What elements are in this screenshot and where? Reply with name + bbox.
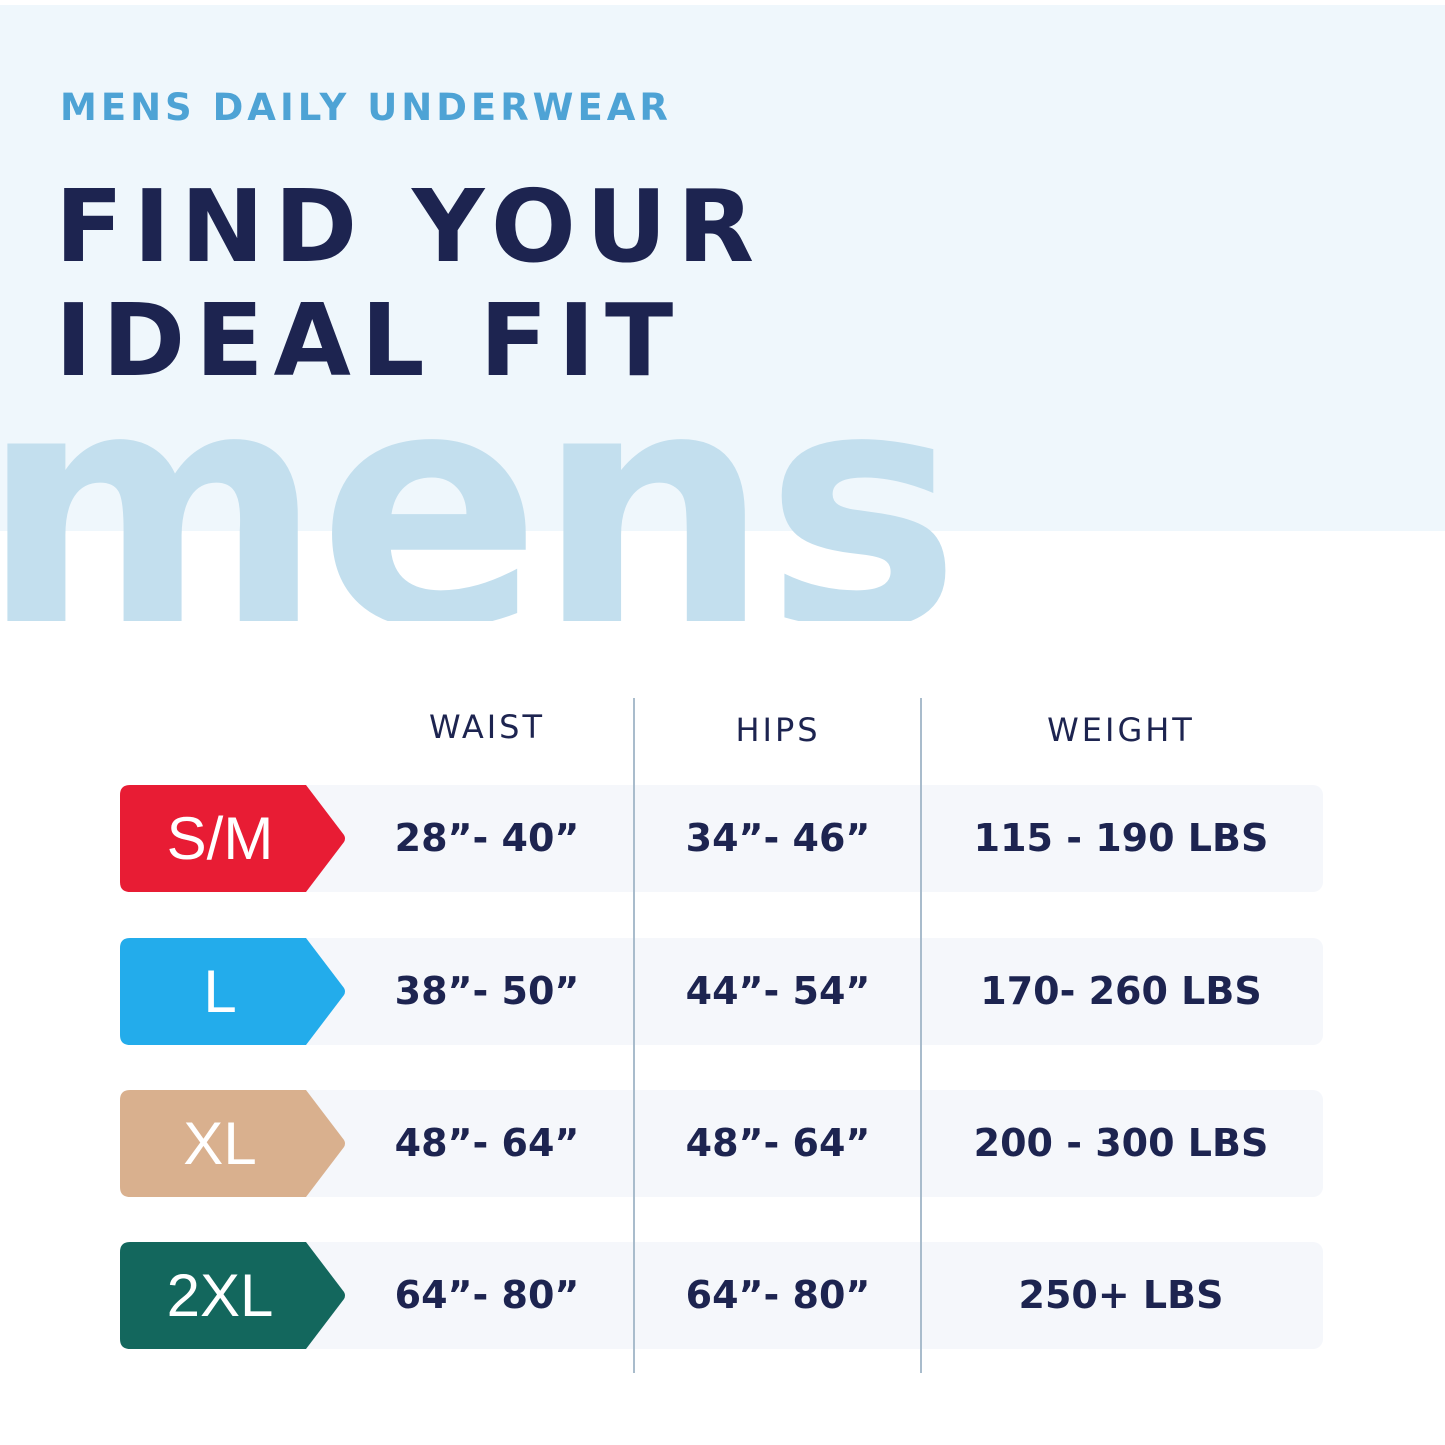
weight-value: 115 - 190 LBS	[973, 816, 1269, 860]
title-line-2: IDEAL FIT	[55, 282, 684, 399]
size-row: 2XL 64”- 80” 64”- 80” 250+ LBS	[120, 1242, 1323, 1349]
size-row: S/M 28”- 40” 34”- 46” 115 - 190 LBS	[120, 785, 1323, 892]
hips-value: 34”- 46”	[685, 816, 871, 860]
size-tag: 2XL	[120, 1242, 346, 1349]
size-row: L 38”- 50” 44”- 54” 170- 260 LBS	[120, 938, 1323, 1045]
size-tag: XL	[120, 1090, 346, 1197]
hips-value: 44”- 54”	[685, 969, 871, 1013]
weight-value: 200 - 300 LBS	[973, 1121, 1269, 1165]
size-tag-shape	[120, 785, 345, 892]
hips-value: 48”- 64”	[685, 1121, 871, 1165]
product-kicker: MENS DAILY UNDERWEAR	[60, 86, 672, 129]
mens-watermark: mens	[0, 345, 956, 621]
weight-value: 250+ LBS	[1018, 1273, 1224, 1317]
size-tag-shape	[120, 1090, 345, 1197]
size-label: L	[203, 958, 237, 1025]
size-label: XL	[183, 1110, 257, 1177]
waist-value: 64”- 80”	[394, 1273, 580, 1317]
weight-value: 170- 260 LBS	[980, 969, 1262, 1013]
column-header-weight: WEIGHT	[1047, 711, 1195, 749]
size-tag: L	[120, 938, 346, 1045]
waist-value: 38”- 50”	[394, 969, 580, 1013]
title-line-1: FIND YOUR	[55, 168, 765, 285]
waist-value: 48”- 64”	[394, 1121, 580, 1165]
column-header-hips: HIPS	[735, 711, 821, 749]
page-title: FIND YOUR IDEAL FIT	[55, 170, 764, 398]
hips-value: 64”- 80”	[685, 1273, 871, 1317]
waist-value: 28”- 40”	[394, 816, 580, 860]
column-header-waist: WAIST	[428, 708, 546, 746]
size-row: XL 48”- 64” 48”- 64” 200 - 300 LBS	[120, 1090, 1323, 1197]
header-background	[0, 5, 1445, 531]
size-tag-shape	[120, 1242, 345, 1349]
size-label: S/M	[166, 805, 274, 872]
size-tag: S/M	[120, 785, 346, 892]
column-divider	[633, 698, 635, 1373]
column-divider	[920, 698, 922, 1373]
size-tag-shape	[120, 938, 345, 1045]
size-label: 2XL	[166, 1262, 274, 1329]
